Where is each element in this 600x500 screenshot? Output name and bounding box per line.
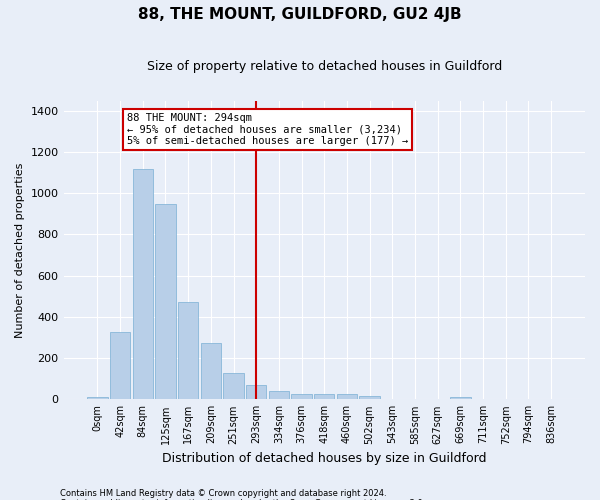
Bar xyxy=(246,385,266,400)
Bar xyxy=(133,168,153,400)
Bar xyxy=(450,397,470,400)
Text: Contains HM Land Registry data © Crown copyright and database right 2024.: Contains HM Land Registry data © Crown c… xyxy=(60,488,386,498)
Bar xyxy=(337,394,357,400)
X-axis label: Distribution of detached houses by size in Guildford: Distribution of detached houses by size … xyxy=(162,452,487,465)
Text: 88, THE MOUNT, GUILDFORD, GU2 4JB: 88, THE MOUNT, GUILDFORD, GU2 4JB xyxy=(138,8,462,22)
Text: Contains public sector information licensed under the Open Government Licence v3: Contains public sector information licen… xyxy=(60,498,425,500)
Bar xyxy=(223,372,244,400)
Bar xyxy=(292,394,312,400)
Bar xyxy=(87,397,107,400)
Bar xyxy=(110,332,130,400)
Text: 88 THE MOUNT: 294sqm
← 95% of detached houses are smaller (3,234)
5% of semi-det: 88 THE MOUNT: 294sqm ← 95% of detached h… xyxy=(127,113,408,146)
Title: Size of property relative to detached houses in Guildford: Size of property relative to detached ho… xyxy=(146,60,502,73)
Bar xyxy=(200,342,221,400)
Bar xyxy=(314,394,334,400)
Bar xyxy=(359,396,380,400)
Y-axis label: Number of detached properties: Number of detached properties xyxy=(15,162,25,338)
Bar xyxy=(155,204,176,400)
Bar xyxy=(178,302,199,400)
Bar xyxy=(269,390,289,400)
